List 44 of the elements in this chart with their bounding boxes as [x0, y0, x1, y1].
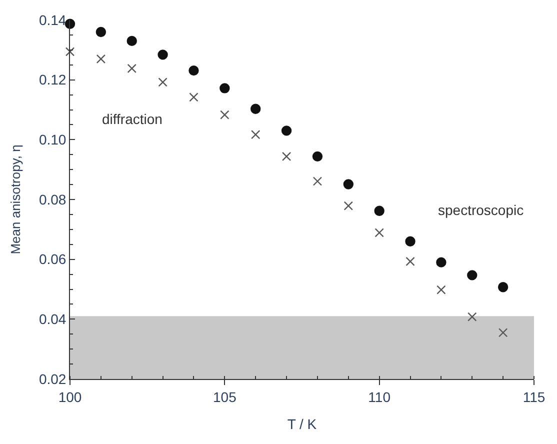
point [468, 312, 477, 322]
y-tick-label: 0.10 [38, 132, 66, 148]
point [250, 104, 261, 114]
y-axis-title: Mean anisotropy, η [8, 144, 23, 254]
point [498, 328, 508, 338]
text: spectroscopic [438, 202, 524, 218]
x-tick-label: 115 [522, 388, 546, 405]
point [158, 78, 168, 87]
point [374, 228, 384, 238]
point [189, 92, 198, 102]
x-tick-label: 105 [212, 388, 237, 405]
point [467, 270, 478, 280]
y-tick-label: 0.14 [38, 12, 66, 28]
point [405, 236, 416, 246]
x-axis-title: T / K [287, 416, 318, 432]
point [498, 282, 508, 292]
point [282, 152, 292, 162]
point [96, 26, 106, 38]
point [344, 201, 353, 210]
series-label: diffraction [102, 111, 162, 127]
point [343, 179, 354, 190]
y-tick-label: 0.04 [38, 311, 66, 328]
point [127, 64, 136, 74]
point [436, 257, 446, 268]
point [251, 130, 260, 140]
point [158, 50, 168, 60]
x-tick-label: 100 [58, 388, 82, 405]
y-tick-label: 0.02 [38, 370, 66, 387]
point [220, 83, 230, 94]
point [96, 54, 106, 64]
x-tick-label: 110 [368, 388, 391, 405]
point [220, 110, 230, 120]
point [406, 256, 415, 266]
point [188, 65, 199, 76]
y-tick-label: 0.06 [38, 251, 66, 268]
point [374, 206, 384, 216]
point [312, 176, 322, 186]
point [65, 47, 75, 56]
y-tick-label: 0.12 [38, 72, 66, 88]
y-tick-label: 0.08 [38, 191, 66, 208]
point [281, 126, 292, 136]
point [436, 285, 446, 294]
point [312, 151, 323, 162]
point [126, 36, 137, 46]
